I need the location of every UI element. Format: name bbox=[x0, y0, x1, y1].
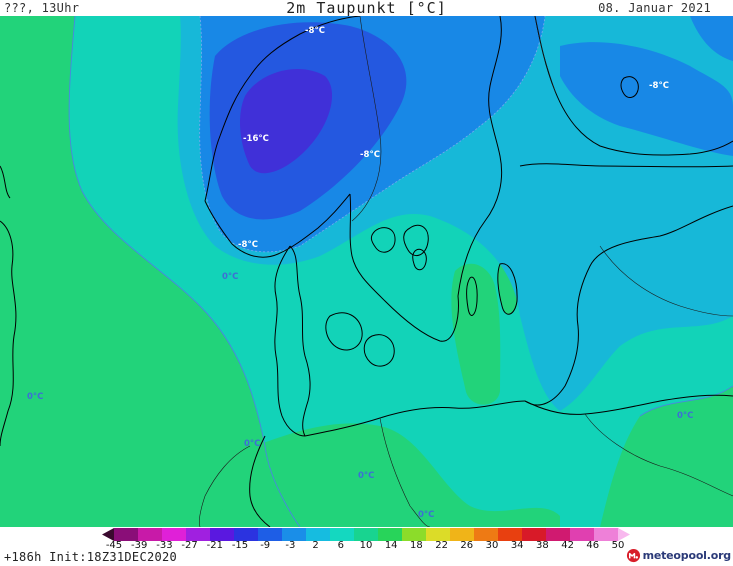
scale-segment bbox=[306, 528, 331, 541]
label-zero-north-sea: 0°C bbox=[27, 392, 43, 402]
scale-segment bbox=[354, 528, 379, 541]
field-warm-south bbox=[220, 423, 560, 527]
label-minus16: -16°C bbox=[243, 134, 269, 144]
color-scale-ticks: -45 -39 -33 -27 -21 -15 -9 -3 2 6 10 14 18 22 26 30 34 38… bbox=[0, 540, 733, 552]
scale-segment bbox=[186, 528, 211, 541]
scale-tick-label: -3 bbox=[285, 540, 296, 551]
scale-tick-label: 2 bbox=[312, 540, 319, 551]
scale-cap-low bbox=[102, 528, 114, 541]
valid-time-label: ???, 13Uhr bbox=[4, 1, 80, 15]
scale-segment bbox=[162, 528, 187, 541]
scale-tick-label: -27 bbox=[181, 540, 198, 551]
header-bar: ???, 13Uhr 2m Taupunkt [°C] 08. Januar 2… bbox=[0, 0, 733, 17]
coastlines bbox=[0, 16, 733, 527]
scale-segment bbox=[426, 528, 451, 541]
scale-tick-label: 6 bbox=[337, 540, 344, 551]
field-warm-west bbox=[0, 16, 300, 527]
field-warm-east bbox=[600, 386, 733, 527]
scale-tick-label: 46 bbox=[586, 540, 600, 551]
label-zero-south: 0°C bbox=[418, 510, 434, 520]
field-cold-core bbox=[239, 68, 333, 174]
scale-tick-label: -21 bbox=[206, 540, 223, 551]
meteopool-logo-icon bbox=[626, 548, 640, 562]
borders bbox=[198, 16, 733, 527]
scale-tick-label: 18 bbox=[410, 540, 423, 551]
scale-tick-label: 26 bbox=[460, 540, 474, 551]
scale-segment bbox=[570, 528, 595, 541]
field-cold-finland bbox=[560, 42, 733, 156]
field-cold-east bbox=[690, 16, 733, 61]
scale-segment bbox=[378, 528, 403, 541]
scale-segment bbox=[498, 528, 523, 541]
scale-cap-high bbox=[618, 528, 630, 541]
contour-minus8 bbox=[199, 16, 546, 253]
contour-zero-west bbox=[68, 16, 301, 527]
scale-segment bbox=[474, 528, 499, 541]
scale-segment bbox=[282, 528, 307, 541]
scale-tick-label: -33 bbox=[156, 540, 173, 551]
label-zero-germany: 0°C bbox=[358, 471, 374, 481]
scale-tick-label: -9 bbox=[260, 540, 271, 551]
color-scale-bar bbox=[102, 528, 630, 541]
field-warm-baltic bbox=[451, 263, 501, 405]
scale-tick-label: 34 bbox=[510, 540, 524, 551]
label-zero-skagerrak: 0°C bbox=[222, 272, 238, 282]
scale-tick-label: 10 bbox=[359, 540, 373, 551]
map-title: 2m Taupunkt [°C] bbox=[286, 0, 447, 17]
scale-segment bbox=[546, 528, 571, 541]
valid-date-label: 08. Januar 2021 bbox=[598, 1, 711, 15]
scale-segment bbox=[258, 528, 283, 541]
scale-tick-label: 50 bbox=[611, 540, 625, 551]
scale-segment bbox=[522, 528, 547, 541]
scale-tick-label: 14 bbox=[384, 540, 398, 551]
scale-tick-label: -15 bbox=[231, 540, 249, 551]
scale-segment bbox=[210, 528, 235, 541]
scale-tick-label: 22 bbox=[435, 540, 448, 551]
scale-segment bbox=[330, 528, 355, 541]
scale-tick-label: 42 bbox=[561, 540, 574, 551]
label-minus8-south-norway: -8°C bbox=[238, 240, 258, 250]
label-minus8-finland: -8°C bbox=[649, 81, 669, 91]
label-zero-east: 0°C bbox=[677, 411, 693, 421]
scale-segment bbox=[402, 528, 427, 541]
scale-tick-label: 30 bbox=[485, 540, 499, 551]
brand-logo: meteopool.org bbox=[626, 547, 731, 563]
contour-zero-east bbox=[639, 385, 733, 417]
scale-segment bbox=[450, 528, 475, 541]
scale-tick-label: -39 bbox=[131, 540, 148, 551]
footer-bar: -45 -39 -33 -27 -21 -15 -9 -3 2 6 10 14 18 22 26 30 34 38… bbox=[0, 527, 733, 566]
scale-tick-label: 38 bbox=[536, 540, 549, 551]
scale-segment bbox=[114, 528, 139, 541]
init-time-label: +186h Init:18Z31DEC2020 bbox=[4, 550, 178, 564]
scale-tick-label: -45 bbox=[105, 540, 123, 551]
scale-segment bbox=[234, 528, 259, 541]
scale-segment bbox=[138, 528, 163, 541]
label-zero-nl: 0°C bbox=[244, 439, 260, 449]
scale-segment bbox=[594, 528, 619, 541]
dewpoint-map: -8°C -16°C -8°C -8°C -8°C 0°C 0°C 0°C 0°… bbox=[0, 16, 733, 527]
label-minus8-north: -8°C bbox=[305, 26, 325, 36]
label-minus8-sweden: -8°C bbox=[360, 150, 380, 160]
brand-name: meteopool.org bbox=[642, 548, 732, 562]
